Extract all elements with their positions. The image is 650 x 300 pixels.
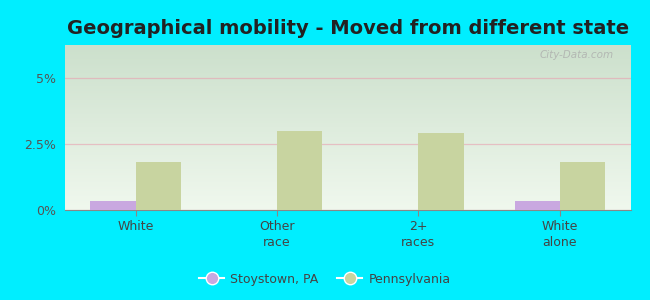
Text: City-Data.com: City-Data.com — [540, 50, 614, 60]
Bar — [419, 134, 463, 210]
Bar — [515, 201, 560, 210]
Title: Geographical mobility - Moved from different state: Geographical mobility - Moved from diffe… — [67, 19, 629, 38]
Bar — [136, 163, 181, 210]
Bar — [277, 131, 322, 210]
Legend: Stoystown, PA, Pennsylvania: Stoystown, PA, Pennsylvania — [194, 268, 456, 291]
Bar — [90, 201, 136, 210]
Bar — [560, 163, 605, 210]
